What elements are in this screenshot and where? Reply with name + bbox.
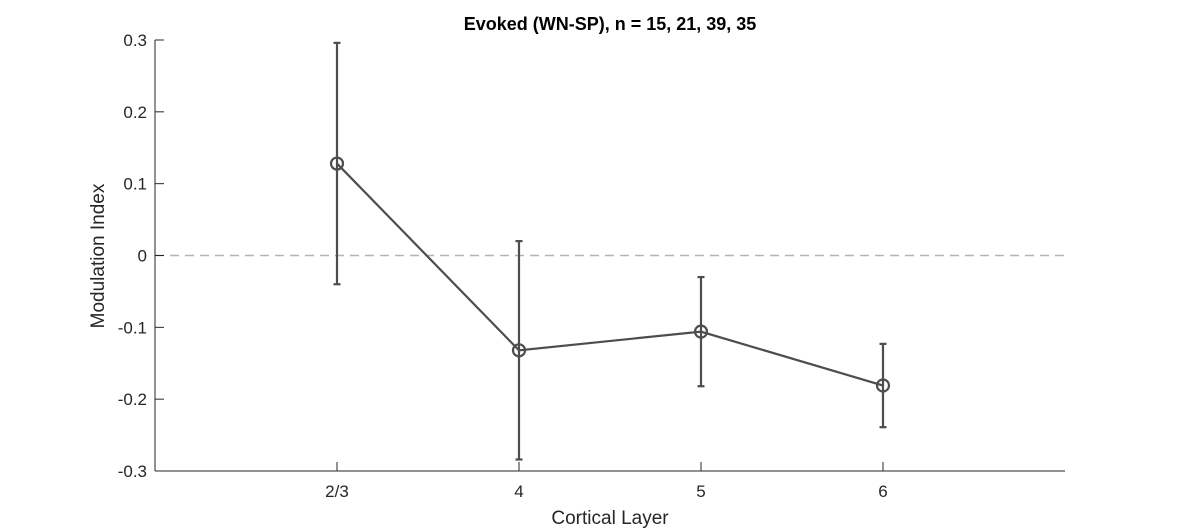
x-axis-ticks: 2/3 4 5 6 xyxy=(325,462,888,501)
y-axis-label: Modulation Index xyxy=(88,183,109,328)
y-tick-label: -0.1 xyxy=(118,318,147,337)
series-line xyxy=(336,162,884,387)
y-tick-label: 0.2 xyxy=(123,103,147,122)
x-tick-label: 2/3 xyxy=(325,482,349,501)
error-bar xyxy=(879,342,887,429)
y-tick-label: -0.2 xyxy=(118,390,147,409)
y-tick-label: 0.1 xyxy=(123,175,147,194)
x-tick-label: 5 xyxy=(696,482,705,501)
y-tick-label: -0.3 xyxy=(118,462,147,481)
y-tick-label: 0.3 xyxy=(123,31,147,50)
data-point xyxy=(875,378,891,393)
error-bar xyxy=(697,275,705,388)
error-bars xyxy=(333,41,887,461)
data-markers xyxy=(329,156,891,393)
chart-title: Evoked (WN-SP), n = 15, 21, 39, 35 xyxy=(464,14,757,34)
data-point xyxy=(329,156,345,171)
data-point xyxy=(693,324,709,339)
error-bar xyxy=(333,41,341,286)
y-tick-label: 0 xyxy=(138,247,147,266)
x-tick-label: 6 xyxy=(878,482,887,501)
x-axis-label: Cortical Layer xyxy=(551,508,669,529)
error-bar xyxy=(515,240,523,461)
y-axis-ticks: -0.3 -0.2 -0.1 0 0.1 0.2 0.3 xyxy=(118,31,164,481)
x-tick-label: 4 xyxy=(514,482,523,501)
data-point xyxy=(511,343,527,358)
